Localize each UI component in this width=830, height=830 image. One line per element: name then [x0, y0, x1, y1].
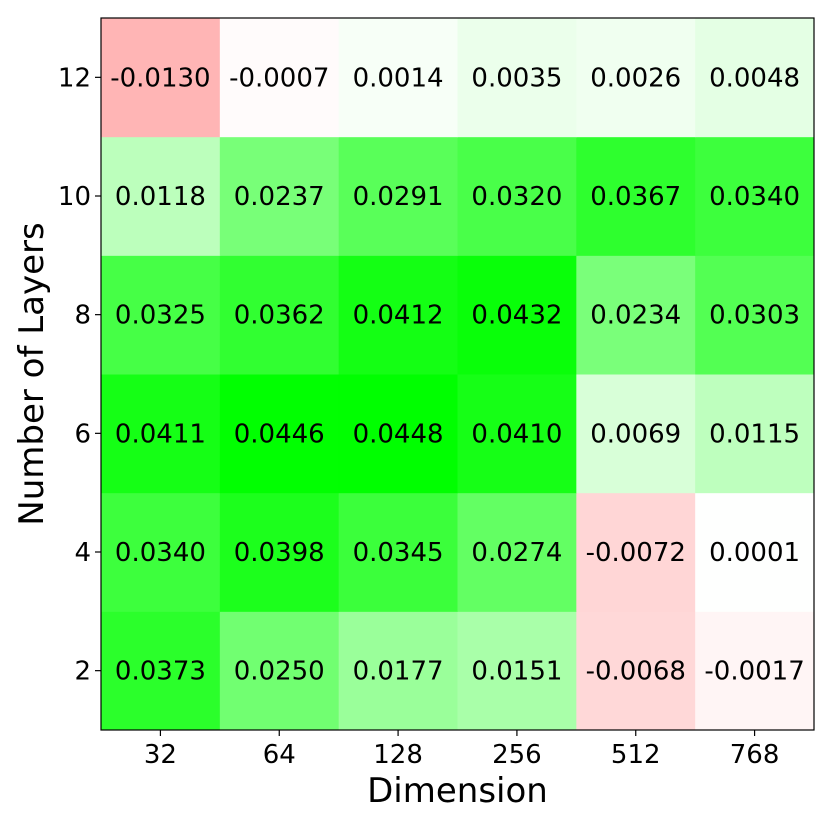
heatmap-cell — [576, 492, 696, 612]
cell-value-label: 0.0151 — [471, 657, 562, 687]
cell-value-label: 0.0014 — [353, 63, 444, 93]
heatmap-cell — [695, 255, 815, 375]
heatmap-cell — [576, 374, 696, 494]
cell-value-label: -0.0068 — [586, 657, 686, 687]
heatmap-cells — [101, 18, 815, 731]
cell-value-label: 0.0367 — [590, 182, 681, 212]
heatmap-cell — [576, 255, 696, 375]
heatmap-cell — [576, 18, 696, 138]
cell-value-label: 0.0026 — [590, 63, 681, 93]
heatmap-cell — [101, 611, 221, 731]
cell-value-label: 0.0177 — [353, 657, 444, 687]
cell-value-label: 0.0069 — [590, 419, 681, 449]
heatmap-cell — [457, 255, 577, 375]
cell-value-label: 0.0115 — [709, 419, 800, 449]
heatmap-cell — [219, 18, 340, 138]
heatmap-cell — [695, 374, 815, 494]
y-axis-title: Number of Layers — [12, 222, 52, 525]
cell-value-label: -0.0072 — [586, 538, 686, 568]
heatmap-cell — [101, 374, 221, 494]
heatmap-cell — [457, 611, 577, 731]
heatmap-cell — [695, 136, 815, 256]
cell-value-label: 0.0320 — [471, 182, 562, 212]
x-axis-title: Dimension — [367, 771, 548, 811]
cell-value-label: 0.0340 — [709, 182, 800, 212]
heatmap-cell — [219, 492, 340, 612]
heatmap-cell — [457, 492, 577, 612]
cell-value-label: 0.0412 — [353, 301, 444, 331]
cell-value-label: 0.0291 — [353, 182, 444, 212]
cell-value-label: -0.0007 — [229, 63, 329, 93]
y-tick-label: 4 — [74, 538, 91, 568]
cell-value-label: 0.0325 — [115, 301, 206, 331]
heatmap-cell — [101, 18, 221, 138]
cell-value-label: 0.0362 — [234, 301, 325, 331]
cell-value-label: 0.0035 — [471, 63, 562, 93]
heatmap-cell — [101, 136, 221, 256]
cell-value-label: 0.0001 — [709, 538, 800, 568]
cell-value-label: -0.0017 — [704, 657, 804, 687]
y-tick-label: 2 — [74, 657, 91, 687]
cell-value-label: 0.0411 — [115, 419, 206, 449]
x-tick-label: 64 — [263, 740, 296, 770]
x-tick-label: 768 — [730, 740, 780, 770]
cell-value-label: 0.0345 — [353, 538, 444, 568]
y-tick-label: 8 — [74, 301, 91, 331]
heatmap-cell — [101, 492, 221, 612]
y-axis-ticks: 2 4 6 8 10 12 — [58, 63, 101, 687]
heatmap-cell — [219, 255, 340, 375]
plot-frame — [100, 17, 815, 731]
y-tick-label: 6 — [74, 419, 91, 449]
cell-value-label: 0.0432 — [471, 301, 562, 331]
heatmap-cell — [338, 18, 458, 138]
y-tick-label: 12 — [58, 63, 91, 93]
x-axis-ticks: 32 64 128 256 512 768 — [144, 730, 780, 770]
cell-value-label: 0.0237 — [234, 182, 325, 212]
x-tick-label: 32 — [144, 740, 177, 770]
cell-value-label: 0.0274 — [471, 538, 562, 568]
heatmap-cell — [457, 136, 577, 256]
heatmap-cell-labels: 0.0373 0.0250 0.0177 0.0151 -0.0068 -0.0017 0.… — [110, 63, 805, 686]
heatmap-cell — [101, 255, 221, 375]
heatmap-cell — [695, 611, 815, 731]
cell-value-label: 0.0048 — [709, 63, 800, 93]
heatmap-cell — [457, 374, 577, 494]
heatmap-cell — [338, 611, 458, 731]
heatmap-cell — [338, 136, 458, 256]
x-tick-label: 512 — [611, 740, 661, 770]
heatmap-cell — [219, 374, 340, 494]
heatmap-cell — [219, 136, 340, 256]
heatmap-cell — [457, 18, 577, 138]
heatmap-cell — [338, 492, 458, 612]
cell-value-label: 0.0234 — [590, 301, 681, 331]
x-tick-label: 128 — [373, 740, 423, 770]
y-tick-label: 10 — [58, 182, 91, 212]
cell-value-label: 0.0410 — [471, 419, 562, 449]
cell-value-label: 0.0398 — [234, 538, 325, 568]
heatmap-cell — [576, 136, 696, 256]
cell-value-label: 0.0340 — [115, 538, 206, 568]
heatmap-cell — [576, 611, 696, 731]
heatmap-cell — [338, 255, 458, 375]
cell-value-label: 0.0303 — [709, 301, 800, 331]
cell-value-label: -0.0130 — [110, 63, 210, 93]
x-tick-label: 256 — [492, 740, 542, 770]
heatmap-cell — [695, 18, 815, 138]
heatmap-cell — [219, 611, 340, 731]
cell-value-label: 0.0373 — [115, 657, 206, 687]
cell-value-label: 0.0448 — [353, 419, 444, 449]
heatmap-cell — [695, 492, 815, 612]
heatmap-cell — [338, 374, 458, 494]
cell-value-label: 0.0446 — [234, 419, 325, 449]
cell-value-label: 0.0118 — [115, 182, 206, 212]
cell-value-label: 0.0250 — [234, 657, 325, 687]
